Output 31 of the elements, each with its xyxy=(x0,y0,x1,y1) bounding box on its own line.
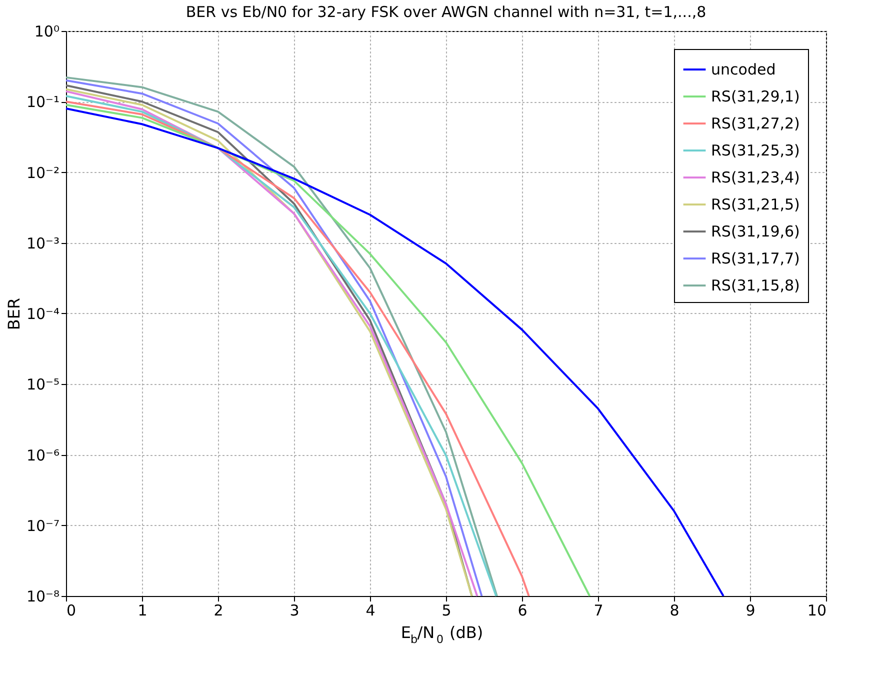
y-tick-label: 10⁻⁵ xyxy=(26,376,60,394)
legend-label: RS(31,21,5) xyxy=(711,196,800,214)
x-tick-label: 1 xyxy=(138,602,148,620)
x-tick-label: 0 xyxy=(66,602,76,620)
legend-label: RS(31,25,3) xyxy=(711,142,800,160)
x-tick-label: 9 xyxy=(746,602,756,620)
chart-title: BER vs Eb/N0 for 32-ary FSK over AWGN channel with n=31, t=1,...,8 xyxy=(186,3,706,21)
legend-label: RS(31,17,7) xyxy=(711,250,800,268)
x-tick-label: 3 xyxy=(290,602,300,620)
y-tick-label: 10⁻² xyxy=(26,164,60,182)
x-tick-label: 2 xyxy=(214,602,224,620)
x-tick-label: 8 xyxy=(670,602,680,620)
y-tick-label: 10⁻⁸ xyxy=(26,588,60,606)
x-tick-label: 7 xyxy=(594,602,604,620)
y-tick-label: 10⁻³ xyxy=(26,234,60,252)
x-tick-label: 5 xyxy=(442,602,452,620)
x-tick-label: 6 xyxy=(518,602,528,620)
y-tick-label: 10⁰ xyxy=(34,22,60,40)
legend-label: RS(31,15,8) xyxy=(711,276,800,294)
y-tick-label: 10⁻⁴ xyxy=(26,305,60,323)
legend-label: RS(31,23,4) xyxy=(711,168,800,186)
y-axis-title: BER xyxy=(4,298,24,330)
legend-label: uncoded xyxy=(711,60,776,78)
y-tick-label: 10⁻⁷ xyxy=(26,516,60,535)
legend-label: RS(31,29,1) xyxy=(711,88,800,106)
y-tick-label: 10⁻¹ xyxy=(26,93,60,112)
x-tick-label: 10 xyxy=(807,602,826,620)
legend-label: RS(31,19,6) xyxy=(711,222,800,240)
y-tick-label: 10⁻⁶ xyxy=(26,446,60,464)
legend-label: RS(31,27,2) xyxy=(711,114,800,132)
x-tick-label: 4 xyxy=(366,602,376,620)
